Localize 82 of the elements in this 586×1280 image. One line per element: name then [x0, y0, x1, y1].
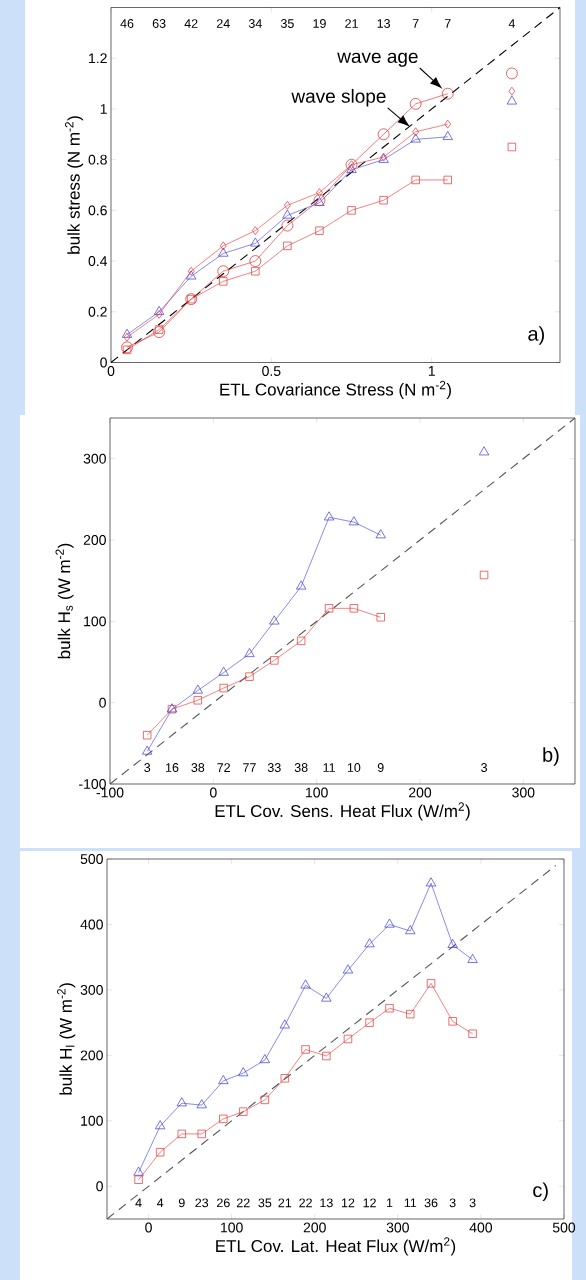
x-tick-label: 0: [107, 366, 115, 376]
y-axis-title: bulk H$_{s}$ (W m$^{-2}$): [55, 543, 74, 659]
y-tick-label: 0.2: [88, 306, 107, 317]
annotation: 12: [341, 1198, 355, 1208]
annotation: 22: [299, 1198, 312, 1208]
annotation: wave slope: [291, 88, 386, 107]
y-tick-label: 100: [81, 1115, 103, 1126]
y-tick-label: 200: [80, 1050, 103, 1061]
annotation: 4: [508, 19, 515, 28]
annotation: 38: [191, 763, 205, 772]
annotation: 9: [377, 763, 384, 772]
annotation: 7: [412, 19, 419, 28]
annotation: b): [543, 747, 559, 766]
annotation: c): [533, 1182, 548, 1202]
y-tick-label: 100: [84, 616, 106, 627]
annotation: 3: [449, 1198, 456, 1208]
annotation: 34: [248, 19, 262, 28]
annotation: 35: [280, 19, 294, 28]
x-tick-label: 200: [409, 787, 432, 798]
x-tick-label: 200: [303, 1222, 326, 1233]
y-tick-label: 1.2: [89, 53, 107, 64]
x-tick-label: 100: [221, 1222, 243, 1233]
y-tick-label: 0: [100, 357, 107, 368]
x-tick-label: 300: [512, 787, 535, 798]
annotation: a): [528, 326, 544, 345]
x-tick-label: 500: [552, 1222, 576, 1233]
annotation: 9: [178, 1198, 185, 1208]
annotation: 77: [243, 763, 256, 772]
annotation: 11: [323, 763, 335, 772]
x-axis-title: ETL Cov. Sens. Heat Flux (W/m$^{2}$): [215, 802, 470, 821]
annotation: 38: [294, 763, 308, 772]
annotation: 3: [144, 763, 151, 772]
y-tick-label: 200: [83, 535, 106, 545]
x-tick-label: 300: [386, 1222, 409, 1233]
annotation: 13: [320, 1198, 333, 1208]
annotation: 23: [195, 1198, 209, 1208]
y-axis-title: bulk H$_{l}$ (W m$^{-2}$): [57, 983, 76, 1095]
annotation: 24: [216, 19, 230, 28]
y-tick-label: 300: [80, 984, 103, 995]
y-tick-label: 0.4: [88, 256, 108, 267]
annotation: 21: [345, 19, 358, 28]
annotation: 13: [377, 19, 390, 28]
annotation: 63: [152, 19, 166, 28]
annotation: 36: [424, 1198, 438, 1208]
y-tick-label: 400: [80, 919, 103, 930]
x-tick-label: 0: [145, 1222, 152, 1233]
annotation: 7: [444, 19, 451, 28]
x-tick-label: 0: [209, 787, 217, 798]
annotation: 35: [258, 1198, 272, 1208]
x-axis-title: ETL Cov. Lat. Heat Flux (W/m$^{2}$): [216, 1237, 456, 1256]
x-tick-label: 1: [428, 366, 435, 376]
annotation: 11: [404, 1198, 417, 1208]
y-tick-label: 0: [96, 1181, 103, 1192]
y-tick-label: 500: [80, 854, 103, 864]
annotation: 10: [347, 763, 361, 772]
annotation: 4: [135, 1198, 142, 1208]
y-axis-title: bulk stress (N m$^{-2}$): [65, 116, 84, 254]
annotation: wave age: [337, 52, 418, 67]
y-tick-label: 300: [83, 453, 106, 464]
annotation: 42: [184, 19, 198, 28]
annotation: 26: [217, 1198, 230, 1208]
annotation: 16: [166, 763, 179, 772]
y-tick-label: 0.6: [88, 205, 107, 216]
x-axis-title: ETL Covariance Stress (N m$^{-2}$): [220, 380, 451, 399]
annotation: 21: [278, 1198, 292, 1208]
annotation: 1: [386, 1198, 393, 1208]
annotation: 4: [156, 1198, 164, 1208]
annotation: 19: [313, 19, 326, 28]
annotation: 22: [236, 1198, 250, 1208]
annotation: 46: [120, 19, 134, 28]
y-tick-label: 0.8: [88, 154, 107, 165]
x-tick-label: 100: [306, 787, 328, 798]
annotation: 3: [481, 763, 487, 772]
y-tick-label: 0: [99, 697, 106, 708]
annotation: 3: [469, 1198, 476, 1208]
annotation: 33: [267, 763, 281, 772]
annotation: 72: [217, 763, 230, 772]
x-tick-label: 400: [469, 1222, 493, 1233]
y-tick-label: 1: [100, 104, 107, 114]
x-tick-label: 0.5: [262, 366, 281, 376]
annotation: 12: [363, 1198, 376, 1208]
y-tick-label: -100: [79, 779, 106, 789]
